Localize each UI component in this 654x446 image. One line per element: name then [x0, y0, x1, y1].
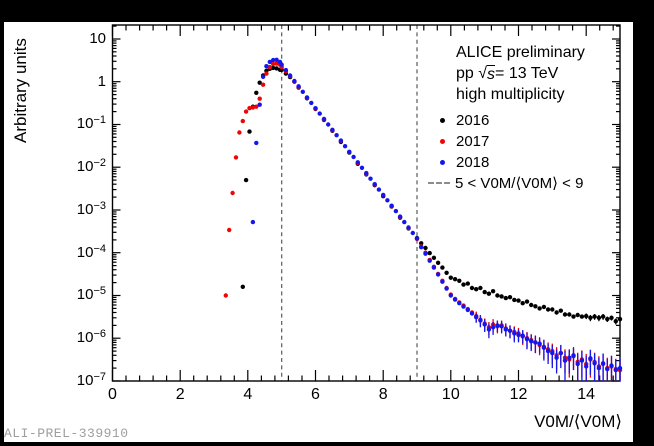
axes-frame	[111, 24, 621, 382]
legend-marker-dot	[428, 138, 456, 144]
legend-entry-sqrt-s: pp √ s = 13 TeV	[456, 64, 559, 83]
legend-marker-dot	[428, 159, 456, 165]
x-tick-label: 14	[577, 386, 596, 403]
legend-entry-alice-preliminary: ALICE preliminary	[456, 44, 585, 61]
legend-entry-2018: 2018	[428, 152, 489, 172]
watermark-label: ALI-PREL-339910	[4, 426, 129, 441]
y-tick-label: 1	[97, 72, 106, 90]
legend-entry-high-multiplicity: high multiplicity	[456, 86, 565, 103]
x-tick-label: 8	[378, 386, 388, 403]
plot-canvas	[4, 22, 633, 442]
x-tick-label: 2	[175, 386, 185, 403]
y-tick-label: 10	[89, 29, 106, 47]
legend-entry-5-v0m-v0m-9: 5 < V0M/⟨V0M⟩ < 9	[428, 173, 583, 193]
legend-entry-2016: 2016	[428, 110, 489, 130]
legend-entry-2017: 2017	[428, 131, 489, 151]
x-tick-label: 4	[243, 386, 253, 403]
x-tick-label: 10	[441, 386, 460, 403]
y-tick-label: 10−3	[76, 199, 106, 218]
x-tick-label: 0	[108, 386, 117, 403]
y-axis-title: Arbitrary units	[11, 38, 30, 143]
x-axis-title: V0M/⟨V0M⟩	[534, 412, 622, 431]
y-tick-label: 10−2	[76, 157, 106, 176]
legend-dash-icon	[428, 182, 450, 184]
legend-marker-dot	[428, 117, 456, 123]
y-tick-label: 10−7	[76, 371, 106, 389]
y-tick-label: 10−6	[76, 328, 106, 347]
x-tick-label: 12	[509, 386, 528, 403]
y-tick-label: 10−1	[76, 114, 106, 133]
x-tick-label: 6	[311, 386, 320, 403]
y-tick-label: 10−4	[76, 242, 106, 261]
y-tick-label: 10−5	[76, 285, 106, 304]
